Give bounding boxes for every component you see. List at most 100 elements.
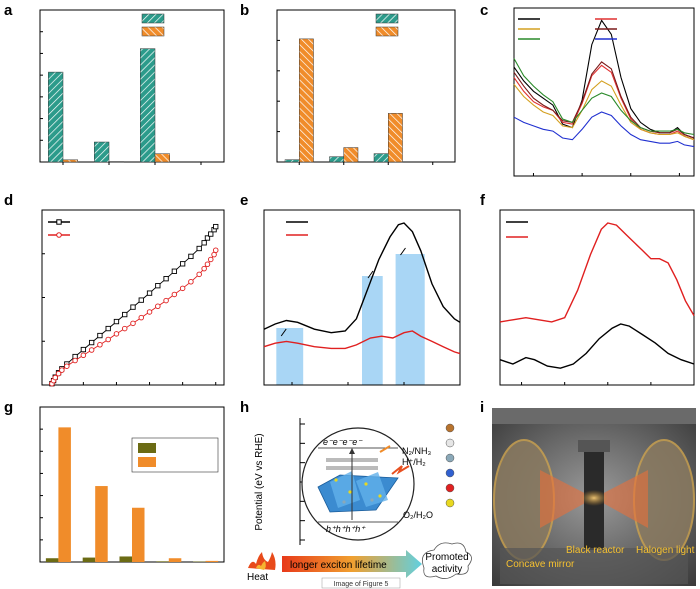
- plot-frame: [263, 209, 461, 386]
- data-point-square: [122, 311, 128, 318]
- data-point-circle: [171, 291, 178, 298]
- data-point-square: [113, 318, 120, 325]
- panel-label-f: f: [480, 192, 486, 209]
- bar-rt: [45, 558, 59, 562]
- panel-label-b: b: [240, 2, 249, 19]
- panel-label-a: a: [4, 2, 13, 19]
- lightning-icon: [391, 465, 410, 475]
- reactor-top: [578, 440, 610, 452]
- data-point-square: [88, 339, 95, 346]
- atom-legend-h-icon: [445, 438, 455, 448]
- bar-270C: [132, 507, 145, 562]
- data-point-square: [163, 276, 169, 282]
- bar-CH: [388, 113, 403, 163]
- panel-label-e: e: [240, 192, 248, 209]
- atom-s: [348, 490, 352, 494]
- series-line-0: [263, 222, 461, 334]
- panel-label-h: h: [240, 399, 249, 416]
- legend-swatch: [138, 457, 156, 467]
- figure-caption: Image of Figure 5: [334, 581, 389, 588]
- data-point-circle: [80, 352, 87, 359]
- data-point-square: [179, 261, 186, 267]
- data-point-circle: [52, 374, 58, 381]
- data-point-circle: [72, 357, 78, 364]
- data-point-square: [130, 304, 136, 310]
- chart-c: [513, 7, 695, 177]
- bar-CO: [48, 71, 64, 163]
- data-point-circle: [179, 285, 186, 292]
- plot-frame: [41, 209, 225, 386]
- label-black-reactor: Black reactor: [566, 545, 625, 556]
- data-point-circle: [163, 297, 169, 304]
- series-line-4: [513, 58, 695, 136]
- bar-CO: [94, 141, 110, 163]
- peak-arrow: [367, 270, 374, 279]
- plot-frame: [513, 7, 695, 177]
- bar-rt: [156, 561, 169, 562]
- panel-label-c: c: [480, 2, 488, 19]
- data-point-circle: [196, 271, 202, 278]
- data-point-circle: [121, 325, 128, 332]
- peak-shade: [362, 276, 383, 385]
- panel-label-g: g: [4, 399, 13, 416]
- bar-CO: [140, 48, 156, 163]
- chart-e: [263, 209, 461, 386]
- electron-transfer-arrow: [379, 445, 391, 453]
- label-halogen-light: Halogen light: [636, 545, 695, 556]
- atom-s: [364, 482, 368, 486]
- promoted-cloud: [421, 542, 472, 579]
- data-point-square: [80, 346, 87, 353]
- chart-d: [41, 209, 225, 387]
- data-point-circle: [146, 309, 153, 315]
- right-light-cone: [594, 470, 648, 528]
- series-line-1: [263, 330, 461, 355]
- data-point-circle: [55, 370, 62, 377]
- heat-label: Heat: [247, 572, 268, 583]
- atom-legend-mo-icon: [445, 453, 455, 463]
- reduction-label-1: N₂/NH₃: [402, 446, 431, 456]
- heat-flame-icon: [248, 552, 276, 570]
- promoted-label-2: activity: [432, 564, 463, 575]
- data-point-square: [171, 268, 178, 274]
- plot-frame: [499, 209, 695, 386]
- data-point-square: [155, 283, 161, 289]
- lifetime-arrow: [282, 550, 422, 578]
- data-point-circle: [113, 331, 120, 337]
- bar-CH: [154, 153, 170, 163]
- series-line-0: [513, 19, 695, 139]
- data-point-circle: [88, 347, 95, 353]
- data-point-circle: [188, 279, 194, 285]
- data-point-square: [138, 297, 144, 303]
- electrons-label: e⁻e⁻e⁻e⁻: [323, 437, 363, 447]
- data-point-circle: [212, 247, 219, 253]
- bar-CH: [62, 159, 78, 163]
- bar-rt: [119, 556, 132, 562]
- atom-s: [378, 494, 382, 498]
- atom-legend-fe-icon: [445, 423, 455, 433]
- reactor-glow: [580, 490, 608, 506]
- flame-inner: [256, 561, 266, 570]
- bar-CH: [343, 147, 359, 163]
- series-line-1: [499, 222, 695, 323]
- series-line-1: [51, 250, 217, 384]
- chart-f: [499, 209, 695, 386]
- data-point-circle: [201, 265, 207, 272]
- data-point-square: [105, 325, 111, 332]
- photo-top-frame: [492, 408, 696, 424]
- data-point-square: [146, 290, 153, 296]
- data-point-circle: [208, 256, 214, 263]
- peak-shade: [276, 328, 304, 385]
- promoted-label-1: Promoted: [425, 552, 468, 563]
- atom-s: [334, 478, 338, 482]
- chart-g: [39, 406, 225, 563]
- series-line-0: [499, 323, 695, 369]
- data-point-circle: [130, 320, 136, 327]
- plot-frame: [276, 9, 456, 163]
- atom-mo: [370, 498, 374, 502]
- bar-CO: [284, 159, 300, 163]
- data-point-square: [208, 231, 214, 237]
- atom-legend-n-icon: [445, 468, 455, 478]
- data-point-square: [213, 223, 219, 230]
- panel-label-i: i: [480, 399, 484, 416]
- series-line-2: [513, 80, 695, 141]
